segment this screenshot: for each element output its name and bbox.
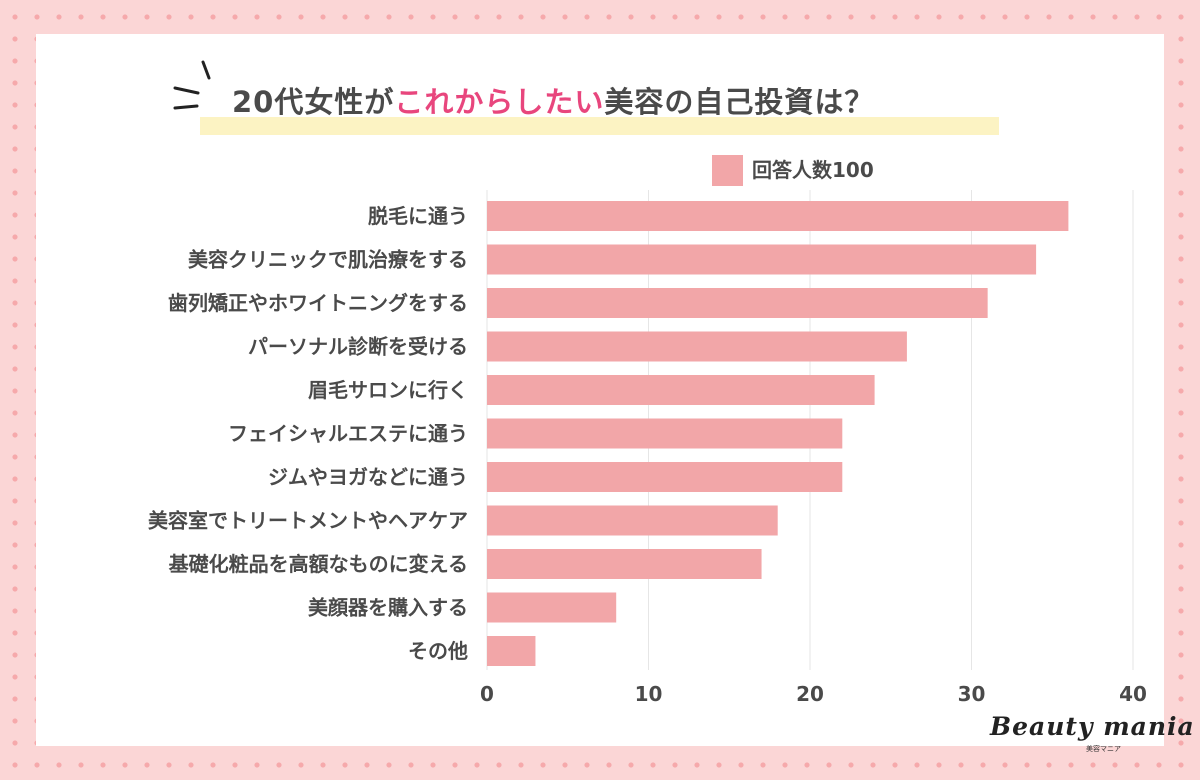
logo-name: Beauty mania xyxy=(990,712,1195,741)
category-label-7: 美容室でトリートメントやヘアケア xyxy=(148,509,468,533)
x-tick-label-10: 10 xyxy=(635,682,663,706)
bar-9 xyxy=(487,592,617,623)
title-prefix: 20代女性が xyxy=(232,85,395,119)
x-tick-label-40: 40 xyxy=(1119,682,1147,706)
x-tick-label-20: 20 xyxy=(796,682,824,706)
title-suffix: 美容の自己投資は？ xyxy=(604,85,875,119)
x-tick-label-0: 0 xyxy=(480,682,494,706)
category-label-6: ジムやヨガなどに通う xyxy=(268,465,468,489)
category-label-5: フェイシャルエステに通う xyxy=(228,422,468,446)
category-label-9: 美顔器を購入する xyxy=(308,596,468,620)
bar-6 xyxy=(487,462,843,492)
bar-8 xyxy=(487,549,762,579)
bar-2 xyxy=(487,288,988,318)
title-highlight-text: これからしたい xyxy=(394,85,605,119)
logo: Beauty mania 美容マニア xyxy=(990,712,1194,762)
category-label-1: 美容クリニックで肌治療をする xyxy=(188,248,468,272)
category-label-2: 歯列矯正やホワイトニングをする xyxy=(168,291,468,315)
bar-0 xyxy=(487,201,1069,231)
legend-label: 回答人数100 xyxy=(752,158,874,182)
x-tick-label-30: 30 xyxy=(958,682,986,706)
title-underline xyxy=(200,117,999,135)
logo-sub: 美容マニア xyxy=(1086,745,1121,753)
category-label-10: その他 xyxy=(408,639,468,663)
category-label-8: 基礎化粧品を高額なものに変える xyxy=(169,552,468,576)
category-label-0: 脱毛に通う xyxy=(368,204,468,228)
legend-swatch xyxy=(712,155,743,186)
chart-title: 20代女性がこれからしたい美容の自己投資は？ xyxy=(232,80,874,124)
bar-1 xyxy=(487,244,1037,275)
bar-7 xyxy=(487,505,778,536)
emphasis-marks-icon xyxy=(173,60,211,110)
bar-4 xyxy=(487,375,875,405)
bar-5 xyxy=(487,418,843,449)
category-label-3: パーソナル診断を受ける xyxy=(248,335,468,359)
bar-10 xyxy=(487,636,536,666)
bar-3 xyxy=(487,331,907,362)
category-label-4: 眉毛サロンに行く xyxy=(308,378,468,402)
